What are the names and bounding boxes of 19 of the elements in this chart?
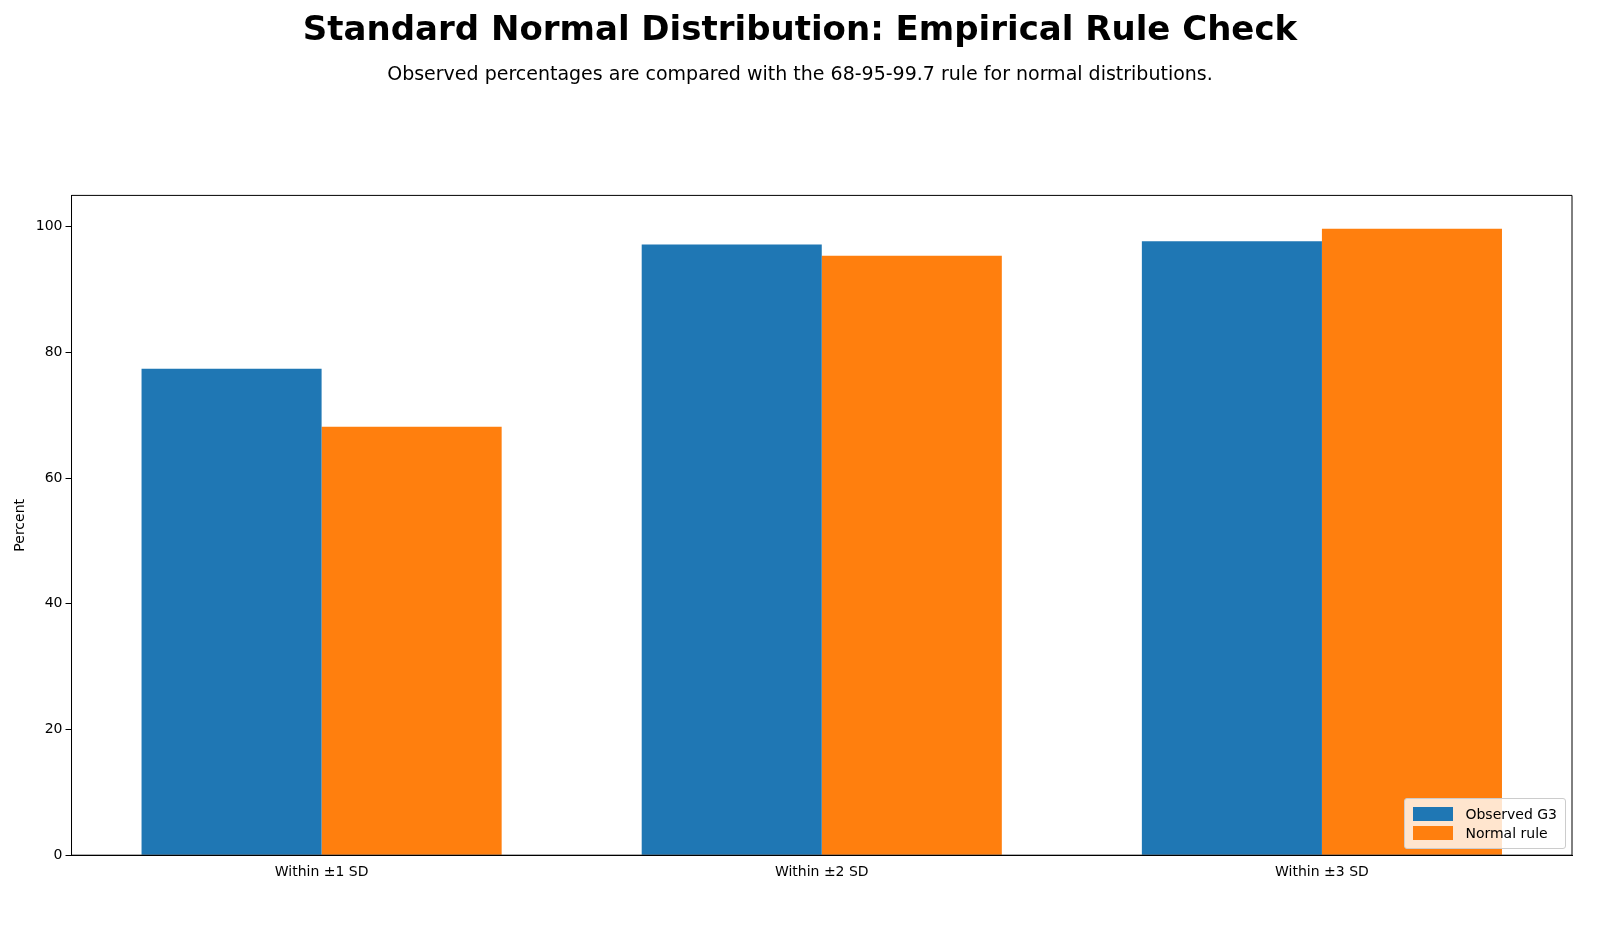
y-tick-label: 0 [53, 845, 63, 862]
legend-label: Normal rule [1465, 825, 1548, 842]
legend-label: Observed G3 [1465, 806, 1557, 823]
y-tick-label: 80 [44, 343, 63, 360]
x-tick-label: Within ±3 SD [1275, 863, 1369, 880]
bar [641, 244, 822, 855]
bar [321, 426, 502, 855]
x-tick-label: Within ±1 SD [274, 863, 369, 880]
bar [821, 255, 1002, 855]
chart-subtitle: Observed percentages are compared with the 68-95-99.7 rule for normal distributions. [386, 62, 1214, 84]
y-tick-label: 20 [44, 720, 63, 737]
y-axis-title: Percent [11, 498, 28, 552]
x-tick-label: Within ±2 SD [774, 863, 869, 880]
y-tick-label: 60 [44, 468, 63, 485]
y-tick-label: 100 [35, 217, 63, 234]
bar [1141, 241, 1322, 855]
bar [141, 368, 322, 855]
y-tick-label: 40 [44, 594, 63, 611]
chart-title: Standard Normal Distribution: Empirical Rule Check [301, 8, 1299, 48]
